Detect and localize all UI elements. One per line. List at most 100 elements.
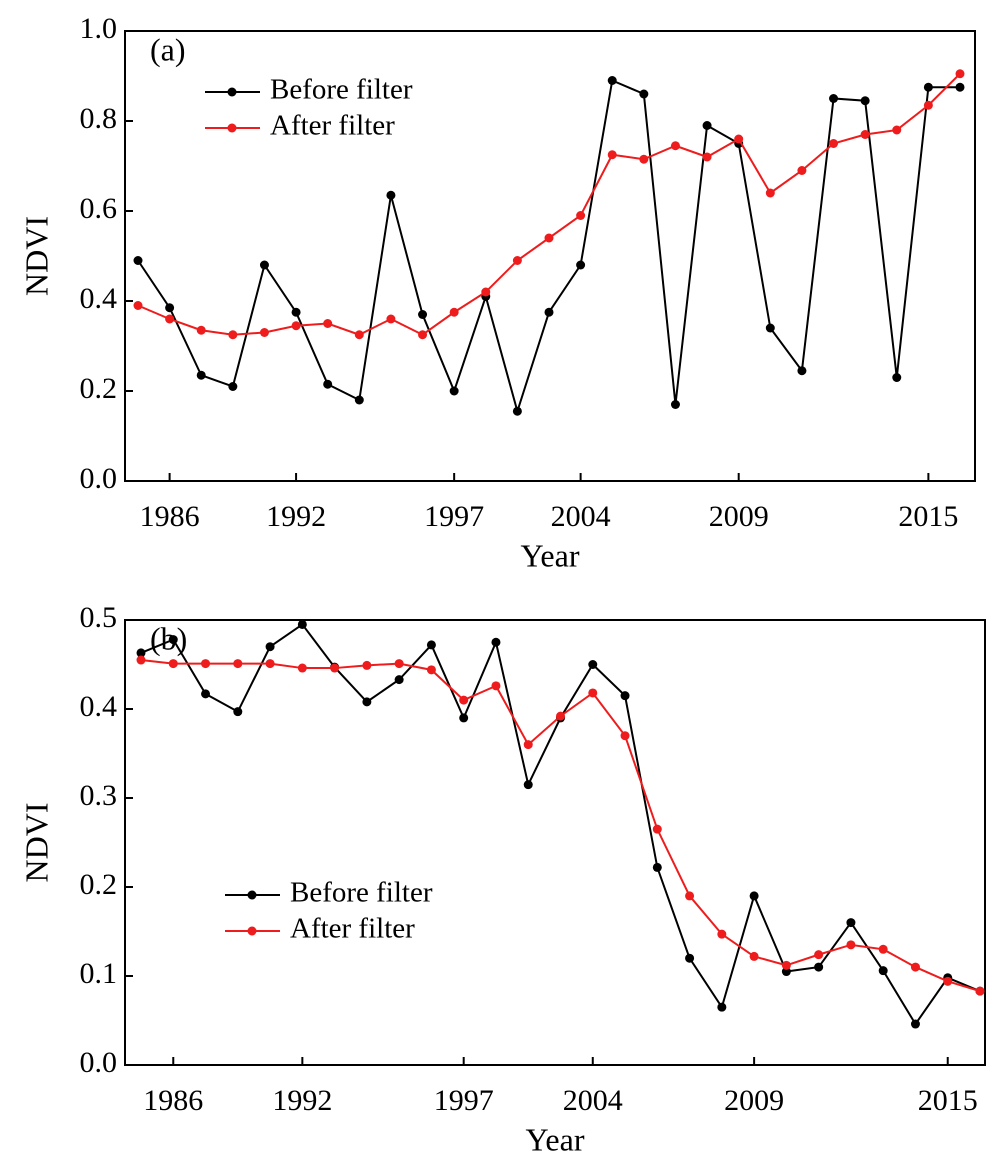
data-point <box>228 330 238 340</box>
data-point <box>354 330 364 340</box>
data-point <box>362 697 372 707</box>
data-point <box>576 211 586 220</box>
data-point <box>265 642 275 652</box>
data-point <box>544 307 554 317</box>
legend-label: Before filter <box>290 877 433 909</box>
data-point <box>459 713 469 723</box>
data-point <box>165 314 175 324</box>
legend-marker <box>227 87 237 97</box>
data-point <box>512 406 522 416</box>
x-tick-label: 2004 <box>563 1084 623 1117</box>
y-tick-label: 0.1 <box>80 957 118 990</box>
plot-frame <box>124 30 976 482</box>
data-point <box>702 121 712 130</box>
data-point <box>136 655 146 665</box>
data-point <box>588 660 598 669</box>
data-point <box>829 94 839 103</box>
data-point <box>717 929 727 939</box>
data-point <box>491 681 501 691</box>
data-point <box>749 891 759 901</box>
data-point <box>323 319 333 328</box>
data-point <box>797 166 807 175</box>
data-point <box>829 139 839 148</box>
data-point <box>943 976 953 986</box>
data-point <box>765 323 775 333</box>
data-point <box>394 675 404 685</box>
data-point <box>685 891 695 901</box>
data-point <box>639 154 649 164</box>
x-axis-label: Year <box>521 537 580 573</box>
data-point <box>259 328 269 337</box>
data-point <box>165 303 175 313</box>
data-point <box>394 659 404 669</box>
data-point <box>781 960 791 970</box>
y-tick-label: 0.5 <box>80 601 118 634</box>
data-point <box>846 940 856 950</box>
x-tick-label: 1997 <box>434 1084 494 1117</box>
data-point <box>291 307 301 317</box>
series-line <box>137 79 960 415</box>
y-tick-label: 0.0 <box>80 462 118 495</box>
y-axis-label: NDVI <box>18 216 54 296</box>
data-point <box>639 89 649 99</box>
data-point <box>136 648 146 658</box>
data-point <box>588 688 598 698</box>
data-point <box>685 953 695 963</box>
data-point <box>765 188 775 198</box>
panel-label: (a) <box>150 31 186 67</box>
data-point <box>449 307 459 317</box>
data-point <box>797 366 807 376</box>
data-point <box>201 659 211 669</box>
y-tick-label: 0.6 <box>80 192 118 225</box>
data-point <box>860 96 870 106</box>
data-point <box>878 966 888 976</box>
x-tick-label: 2015 <box>918 1084 978 1117</box>
legend-label: After filter <box>290 913 415 945</box>
data-point <box>418 330 428 340</box>
data-point <box>878 944 888 954</box>
data-point <box>652 862 662 872</box>
data-point <box>362 660 372 670</box>
data-point <box>196 325 206 335</box>
data-point <box>702 152 712 162</box>
data-point <box>233 707 243 717</box>
data-point <box>228 382 238 391</box>
data-point <box>481 287 491 297</box>
data-point <box>259 260 269 270</box>
data-point <box>297 663 307 673</box>
legend-marker <box>227 123 237 133</box>
data-point <box>449 386 459 396</box>
data-point <box>620 691 630 701</box>
data-point <box>544 233 554 243</box>
data-point <box>607 150 617 160</box>
y-tick-label: 0.0 <box>80 1046 118 1079</box>
y-tick-label: 0.3 <box>80 779 118 812</box>
series-line <box>140 623 981 1026</box>
data-point <box>168 635 178 645</box>
x-tick-label: 1992 <box>272 1084 332 1117</box>
data-point <box>265 659 275 669</box>
panel-label: (b) <box>150 620 187 656</box>
x-tick-label: 1992 <box>266 500 326 533</box>
data-point <box>975 986 985 996</box>
data-point <box>323 379 333 389</box>
x-tick-label: 2015 <box>898 500 958 533</box>
data-point <box>133 256 143 265</box>
data-point <box>418 310 428 319</box>
series-line <box>140 659 981 993</box>
data-point <box>168 659 178 669</box>
x-tick-label: 2004 <box>551 500 611 533</box>
data-point <box>459 695 469 705</box>
data-point <box>910 1019 920 1029</box>
data-point <box>607 76 617 85</box>
data-point <box>576 260 586 270</box>
data-point <box>670 400 680 409</box>
data-point <box>910 962 920 972</box>
data-point <box>652 824 662 834</box>
data-point <box>749 951 759 961</box>
data-point <box>386 314 396 324</box>
legend-label: After filter <box>270 110 395 142</box>
data-point <box>196 370 206 380</box>
legend-marker <box>247 926 257 936</box>
